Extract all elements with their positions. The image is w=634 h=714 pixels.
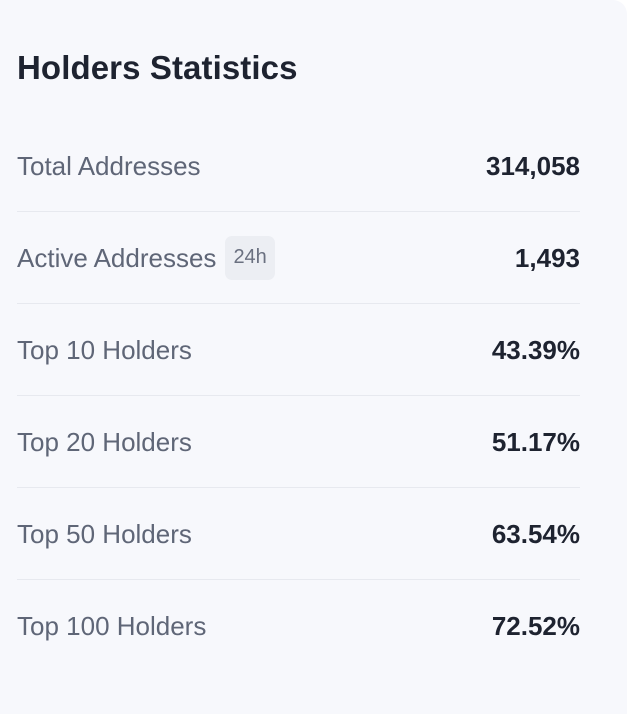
stat-label-group: Total Addresses: [17, 150, 201, 182]
stat-value: 314,058: [486, 150, 580, 181]
stat-row-total-addresses: Total Addresses 314,058: [17, 120, 580, 212]
stat-value: 1,493: [514, 242, 580, 273]
stat-label: Top 20 Holders: [17, 426, 192, 457]
time-period-badge: 24h: [225, 235, 275, 280]
stat-row-top-50-holders: Top 50 Holders 63.54%: [17, 488, 580, 580]
stat-value: 63.54%: [491, 518, 580, 549]
stat-label: Top 50 Holders: [17, 518, 192, 549]
stat-value: 51.17%: [491, 426, 580, 457]
stat-value: 72.52%: [491, 611, 580, 641]
stat-label-group: Top 50 Holders: [17, 518, 192, 550]
stat-label-group: Top 20 Holders: [17, 426, 192, 458]
stat-label-group: Active Addresses 24h: [17, 235, 275, 280]
stat-value: 43.39%: [491, 334, 580, 365]
stat-label-group: Top 100 Holders: [17, 610, 206, 642]
card-title: Holders Statistics: [17, 49, 298, 86]
stat-row-top-10-holders: Top 10 Holders 43.39%: [17, 304, 580, 396]
stat-label: Active Addresses: [17, 242, 217, 273]
stat-label: Top 10 Holders: [17, 334, 192, 365]
stat-label: Top 100 Holders: [17, 611, 207, 641]
stat-label-group: Top 10 Holders: [17, 334, 192, 366]
stat-row-top-100-holders: Top 100 Holders 72.52%: [17, 580, 580, 672]
stats-list: Total Addresses 314,058 Active Addresses…: [17, 120, 580, 672]
stat-label: Total Addresses: [17, 150, 201, 181]
stat-row-top-20-holders: Top 20 Holders 51.17%: [17, 396, 580, 488]
stat-row-active-addresses: Active Addresses 24h 1,493: [17, 212, 580, 304]
